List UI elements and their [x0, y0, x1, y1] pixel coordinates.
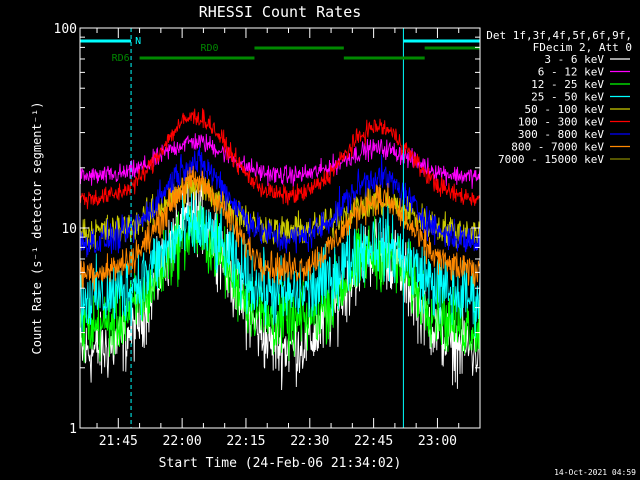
legend-header-line-2: FDecim 2, Att 0: [533, 41, 632, 54]
x-tick-label-2: 22:15: [226, 434, 265, 449]
legend-label-0: 3 - 6 keV: [544, 53, 604, 66]
legend-label-3: 25 - 50 keV: [531, 91, 604, 104]
y-tick-label-2: 100: [54, 22, 77, 37]
footer-timestamp: 14-Oct-2021 04:59: [554, 468, 636, 477]
x-tick-label-4: 22:45: [354, 434, 393, 449]
legend-label-5: 100 - 300 keV: [518, 116, 604, 129]
series-line-3: [79, 187, 481, 338]
x-axis: 21:45 22:00 22:15 22:30 22:45 23:00: [96, 28, 481, 449]
x-tick-label-0: 21:45: [99, 434, 138, 449]
series-line-7: [79, 165, 481, 292]
flag-rd6-segment-1: [343, 56, 425, 60]
flag-rd0-segment-0: [254, 46, 344, 50]
flag-label-rd6: RD6: [112, 53, 130, 64]
y-axis-title: Count Rate (s⁻¹ detector segment⁻¹): [30, 102, 44, 355]
flag-rd0-segment-1: [424, 46, 480, 50]
x-tick-label-3: 22:30: [290, 434, 329, 449]
y-tick-label-0: 1: [69, 422, 77, 437]
x-tick-label-5: 23:00: [418, 434, 457, 449]
legend-header-line-1: Det 1f,3f,4f,5f,6f,9f,: [486, 29, 632, 42]
flag-label-n: N: [135, 36, 141, 47]
legend-label-8: 7000 - 15000 keV: [498, 153, 604, 166]
x-axis-title: Start Time (24-Feb-06 21:34:02): [159, 456, 402, 471]
flag-rd6-segment-0: [139, 56, 255, 60]
flag-n-segment-0: [80, 39, 132, 43]
legend-label-1: 6 - 12 keV: [538, 66, 605, 79]
y-axis: 1 10 100: [54, 22, 480, 437]
series-line-1: [79, 133, 481, 189]
chart-title: RHESSI Count Rates: [199, 3, 362, 21]
legend-label-6: 300 - 800 keV: [518, 128, 604, 141]
legend: Det 1f,3f,4f,5f,6f,9f, FDecim 2, Att 0 3…: [486, 29, 632, 166]
series-line-6: [79, 147, 481, 258]
flag-n-segment-1: [403, 39, 480, 43]
flag-label-rd0: RD0: [200, 43, 218, 54]
legend-label-4: 50 - 100 keV: [525, 103, 605, 116]
x-tick-label-1: 22:00: [163, 434, 202, 449]
series-line-4: [79, 174, 481, 250]
flag-bars: N RD0 RD6: [80, 36, 480, 64]
legend-label-7: 800 - 7000 keV: [511, 141, 604, 154]
series-line-5: [79, 108, 481, 210]
series-layer: [79, 108, 481, 391]
y-tick-label-1: 10: [61, 222, 77, 237]
legend-label-2: 12 - 25 keV: [531, 78, 604, 91]
